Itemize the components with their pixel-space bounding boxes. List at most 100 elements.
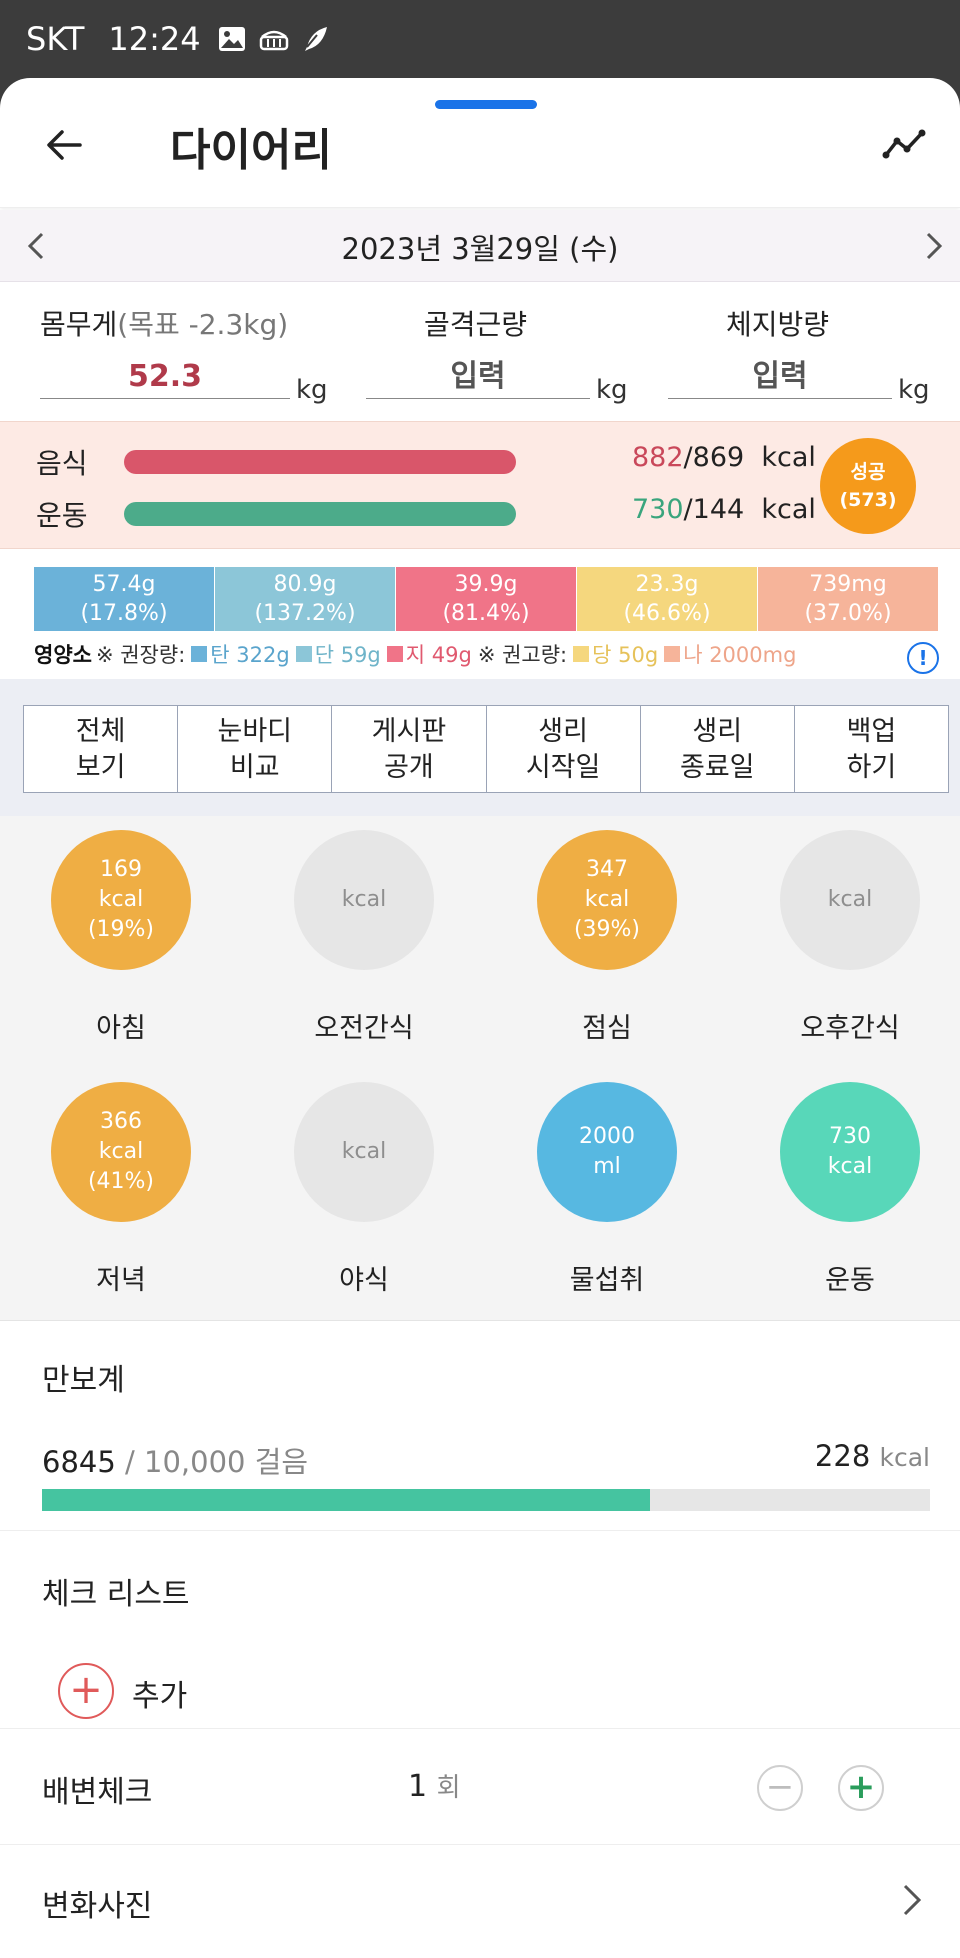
pedometer-kcal: 228 kcal <box>814 1439 930 1473</box>
food-label: 음식 <box>36 447 88 480</box>
meals-grid: 169 kcal (19%) 아침 kcal 오전간식 347 kcal (39%) 점심 kcal… <box>0 816 960 1321</box>
progress-photos-row[interactable]: 변화사진 <box>0 1845 960 1958</box>
line-chart-icon[interactable] <box>882 125 928 165</box>
diary-sheet: 다이어리 2023년 3월29일 (수) 몸무게(목표 -2.3kg) 골격근량… <box>0 78 960 1958</box>
arrow-left-icon[interactable] <box>42 123 86 167</box>
meal-circle[interactable]: 169 kcal (19%) <box>51 830 191 970</box>
meal-value: kcal <box>98 1139 144 1164</box>
nutrient-legend: 영양소 ※ 권장량: 탄 322g 단 59g 지 49g ※ 권고량: 당 5… <box>34 643 797 667</box>
meal-circle[interactable]: 366 kcal (41%) <box>51 1082 191 1222</box>
menu-button-2[interactable]: 게시판 공개 <box>332 706 487 792</box>
meal-value: kcal <box>341 1139 387 1164</box>
date-navigator: 2023년 3월29일 (수) <box>0 210 960 282</box>
nutrient-protein: 80.9g (137.2%) <box>215 567 396 631</box>
status-time: 12:24 <box>108 20 201 58</box>
checklist-section: 체크 리스트 + 추가 <box>0 1531 960 1729</box>
nutrient-carb: 57.4g (17.8%) <box>34 567 215 631</box>
meal-value: ml <box>593 1154 621 1179</box>
meal-value: 2000 <box>579 1124 635 1149</box>
meal-name: 아침 <box>96 1013 146 1044</box>
menu-button-5[interactable]: 백업 하기 <box>846 716 897 783</box>
plus-circle-icon[interactable]: + <box>838 1765 884 1811</box>
meal-value: 730 <box>829 1124 871 1149</box>
nutrient-sodium: 739mg (37.0%) <box>758 567 938 631</box>
menu-button-0[interactable]: 전체 보기 <box>24 706 179 792</box>
meal-circle[interactable]: 730 kcal <box>780 1082 920 1222</box>
body-metrics: 몸무게(목표 -2.3kg) 골격근량 체지방량 52.3 kg 입력 kg 입… <box>0 283 960 421</box>
image-icon <box>218 27 245 51</box>
pedometer-progress-track <box>42 1489 930 1511</box>
pedometer-progress-fill <box>42 1489 650 1511</box>
meal-value: kcal <box>827 1154 873 1179</box>
info-icon[interactable]: ! <box>907 642 939 674</box>
meal-value: 169 <box>100 857 142 882</box>
meal-value: kcal <box>584 887 630 912</box>
bowel-check-section: 배변체크 1 회 − + <box>0 1729 960 1845</box>
drag-handle[interactable] <box>435 100 537 109</box>
meal-name: 점심 <box>582 1013 632 1044</box>
fat-label: 체지방량 <box>726 308 830 341</box>
muscle-label: 골격근량 <box>424 308 528 341</box>
menu-button-1[interactable]: 눈바디 비교 <box>178 706 333 792</box>
meal-circle[interactable]: 2000 ml <box>537 1082 677 1222</box>
meal-name: 오전간식 <box>314 1013 414 1044</box>
action-menu: 전체 보기 눈바디 비교 게시판 공개 생리 시작일 생리 종료일 백업 하기 <box>0 679 960 816</box>
weight-input[interactable]: 52.3 <box>40 359 290 399</box>
app-header: 다이어리 <box>0 78 960 208</box>
meal-value: (19%) <box>87 917 155 942</box>
fat-input[interactable]: 입력 <box>668 359 892 399</box>
feather-icon <box>304 27 327 51</box>
meal-value: (39%) <box>573 917 641 942</box>
weight-label: 몸무게(목표 -2.3kg) <box>40 308 289 341</box>
bowel-check-title: 배변체크 <box>42 1775 153 1810</box>
basket-icon <box>259 30 288 51</box>
food-bar <box>124 450 516 474</box>
success-badge: 성공 (573) <box>820 438 916 534</box>
pedometer-title: 만보계 <box>42 1363 125 1398</box>
meal-circle[interactable]: kcal <box>294 1082 434 1222</box>
exercise-bar <box>124 502 516 526</box>
pedometer-section[interactable]: 만보계 6845 / 10,000 걸음 228 kcal <box>0 1321 960 1531</box>
calorie-summary[interactable]: 음식 882/869 kcal 운동 730/144 kcal 성공 (573) <box>0 421 960 549</box>
meal-name: 야식 <box>339 1265 389 1296</box>
meal-value: kcal <box>341 887 387 912</box>
weight-goal: (목표 -2.3kg) <box>117 308 289 341</box>
muscle-input[interactable]: 입력 <box>366 359 590 399</box>
checklist-add-label[interactable]: 추가 <box>132 1679 188 1714</box>
plus-circle-icon[interactable]: + <box>58 1663 114 1719</box>
menu-button-4[interactable]: 생리 종료일 <box>641 706 795 792</box>
bowel-count: 1 회 <box>408 1769 461 1804</box>
meal-circle[interactable]: 347 kcal (39%) <box>537 830 677 970</box>
meal-value: (41%) <box>87 1169 155 1194</box>
exercise-kcal: 730/144 kcal <box>632 494 816 525</box>
current-date[interactable]: 2023년 3월29일 (수) <box>341 232 619 266</box>
progress-photos-title: 변화사진 <box>42 1889 153 1924</box>
status-bar: SKT 12:24 <box>0 0 960 78</box>
pedometer-steps: 6845 / 10,000 걸음 <box>42 1445 309 1479</box>
food-kcal: 882/869 kcal <box>632 442 816 473</box>
action-menu-grid: 전체 보기 눈바디 비교 게시판 공개 생리 시작일 생리 종료일 백업 하기 <box>23 705 949 793</box>
nutrient-fat: 39.9g (81.4%) <box>396 567 577 631</box>
carrier-name: SKT <box>26 20 85 58</box>
minus-circle-icon[interactable]: − <box>757 1765 803 1811</box>
muscle-unit: kg <box>596 375 628 405</box>
meal-name: 저녁 <box>96 1265 146 1296</box>
meal-circle[interactable]: kcal <box>294 830 434 970</box>
meal-name: 물섭취 <box>569 1265 645 1296</box>
checklist-title: 체크 리스트 <box>42 1577 190 1612</box>
nutrient-bar[interactable]: 57.4g (17.8%) 80.9g (137.2%) 39.9g (81.4%) … <box>34 567 938 631</box>
meal-name: 오후간식 <box>800 1013 900 1044</box>
exercise-label: 운동 <box>36 499 88 532</box>
chevron-right-icon[interactable] <box>900 1883 924 1917</box>
meal-value: 347 <box>586 857 628 882</box>
meal-value: kcal <box>98 887 144 912</box>
chevron-left-icon[interactable] <box>22 230 52 262</box>
nutrient-panel: 57.4g (17.8%) 80.9g (137.2%) 39.9g (81.4%) … <box>0 549 960 679</box>
page-title: 다이어리 <box>170 125 332 176</box>
nutrient-sugar: 23.3g (46.6%) <box>577 567 758 631</box>
chevron-right-icon[interactable] <box>918 230 948 262</box>
meal-name: 운동 <box>825 1265 875 1296</box>
fat-unit: kg <box>898 375 930 405</box>
menu-button-3[interactable]: 생리 시작일 <box>487 706 641 792</box>
meal-circle[interactable]: kcal <box>780 830 920 970</box>
